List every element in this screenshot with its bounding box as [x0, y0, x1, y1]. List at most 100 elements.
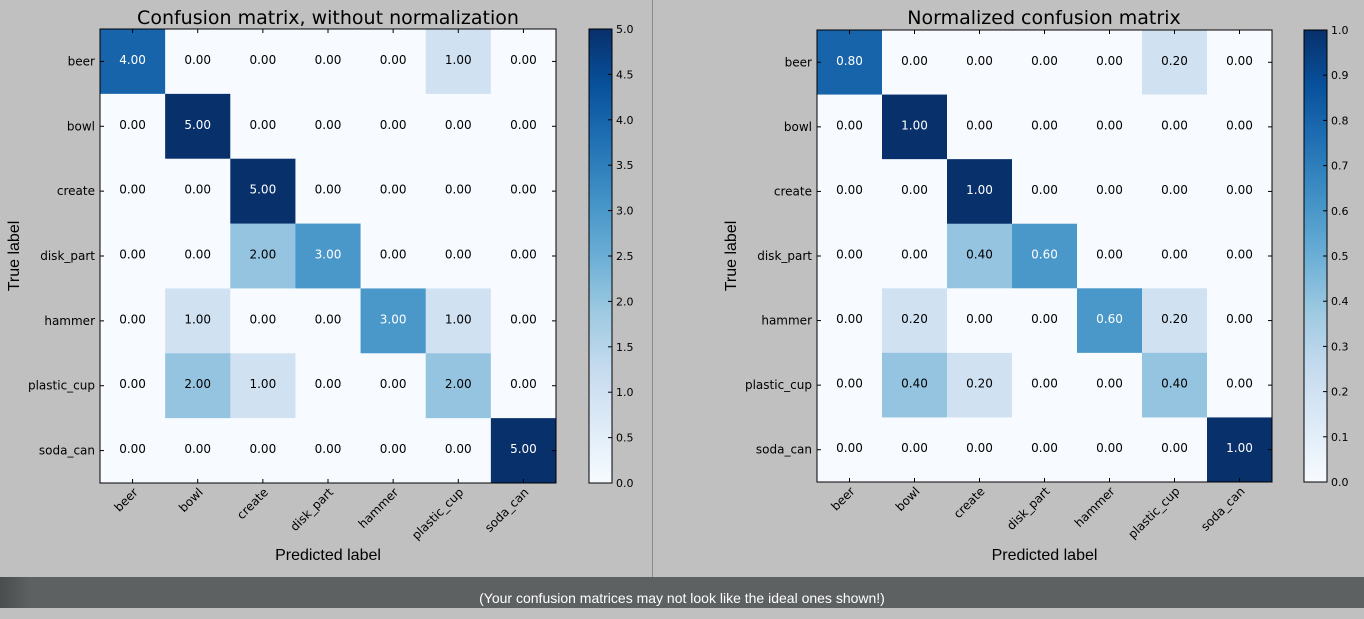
- y-tick-label: bowl: [67, 119, 95, 133]
- cell-value-label: 0.00: [119, 183, 146, 197]
- heatmap-cell: [1142, 30, 1208, 95]
- x-tick-label: create: [951, 484, 988, 521]
- heatmap-cell: [1077, 417, 1143, 483]
- heatmap-cell: [490, 93, 557, 160]
- heatmap-cell: [882, 159, 948, 225]
- heatmap-cell: [1077, 223, 1143, 289]
- heatmap-cell: [1077, 288, 1143, 354]
- x-tick-label: plastic_cup: [1125, 484, 1182, 541]
- heatmap-cell: [882, 223, 948, 289]
- x-tick-label: soda_can: [482, 485, 532, 535]
- heatmap-cell: [1207, 159, 1273, 225]
- heatmap-cell: [165, 29, 231, 95]
- heatmap-cell: [1012, 352, 1078, 418]
- x-tick-label: hammer: [1072, 484, 1118, 530]
- heatmap-cell: [425, 93, 492, 160]
- cell-value-label: 0.00: [1031, 441, 1058, 455]
- cell-value-label: 0.80: [836, 54, 863, 68]
- y-tick-label: hammer: [761, 314, 812, 328]
- colorbar-tick-label: 0.4: [1331, 295, 1349, 308]
- cell-value-label: 0.00: [380, 183, 407, 197]
- heatmap-cell: [1012, 417, 1078, 483]
- cell-value-label: 0.00: [901, 441, 928, 455]
- cell-value-label: 0.00: [249, 312, 276, 326]
- cell-value-label: 0.20: [1161, 312, 1188, 326]
- cell-value-label: 0.00: [119, 118, 146, 132]
- cell-value-label: 0.00: [510, 312, 537, 326]
- cell-value-label: 0.00: [315, 312, 342, 326]
- heatmap-cell: [165, 288, 231, 354]
- x-tick-label: create: [234, 485, 271, 522]
- cell-value-label: 0.00: [119, 442, 146, 456]
- x-tick-label: disk_part: [1004, 484, 1053, 533]
- cell-value-label: 0.00: [836, 118, 863, 132]
- cell-value-label: 0.40: [901, 377, 928, 391]
- cell-value-label: 1.00: [445, 53, 472, 67]
- heatmap-cell: [817, 94, 883, 160]
- cell-value-label: 5.00: [249, 183, 276, 197]
- heatmap-cell: [882, 30, 948, 95]
- heatmap-cell: [295, 223, 361, 289]
- heatmap-cell: [100, 353, 166, 419]
- colorbar-tick-label: 2.5: [616, 250, 634, 263]
- x-tick-label: plastic_cup: [409, 485, 466, 542]
- heatmap-cell: [947, 288, 1013, 354]
- panel-divider: [652, 0, 653, 577]
- cell-value-label: 0.00: [1096, 377, 1123, 391]
- cell-value-label: 1.00: [184, 312, 211, 326]
- heatmap-cell: [230, 418, 296, 484]
- cell-value-label: 2.00: [249, 248, 276, 262]
- cell-value-label: 0.00: [510, 118, 537, 132]
- cell-value-label: 0.40: [1161, 377, 1188, 391]
- heatmap-cell: [817, 288, 883, 354]
- y-tick-label: beer: [785, 55, 812, 69]
- confusion-matrix-raw-panel: 4.00 0.00 0.00 0.00 0.00 1.00 0.000.00 5.00 0.00…: [6, 7, 634, 564]
- cell-value-label: 2.00: [184, 377, 211, 391]
- heatmap-cell: [360, 288, 427, 354]
- y-tick-label: disk_part: [40, 249, 95, 263]
- heatmap-cell: [360, 418, 427, 484]
- heatmap-cell: [1012, 288, 1078, 354]
- cell-value-label: 0.00: [1031, 118, 1058, 132]
- heatmap-cell: [1012, 223, 1078, 289]
- colorbar-tick-label: 0.0: [1331, 476, 1349, 489]
- cell-value-label: 0.20: [1161, 54, 1188, 68]
- heatmap-cell: [100, 158, 166, 224]
- x-tick-label: beer: [828, 484, 857, 513]
- heatmap-cell: [947, 94, 1013, 160]
- heatmap-cell: [425, 353, 492, 419]
- heatmap-cell: [1142, 94, 1208, 160]
- heatmap-cell: [490, 288, 557, 354]
- cell-value-label: 0.00: [119, 377, 146, 391]
- x-axis-label: Predicted label: [275, 547, 381, 564]
- heatmap-cell: [1142, 352, 1208, 418]
- cell-value-label: 0.00: [836, 248, 863, 262]
- cell-value-label: 0.00: [1096, 54, 1123, 68]
- cell-value-label: 0.00: [1096, 118, 1123, 132]
- heatmap-cell: [100, 29, 166, 95]
- colorbar-tick-label: 0.1: [1331, 431, 1349, 444]
- cell-value-label: 0.00: [1096, 183, 1123, 197]
- y-tick-label: plastic_cup: [745, 378, 812, 392]
- colorbar-tick-label: 3.5: [616, 159, 634, 172]
- heatmap-cell: [882, 288, 948, 354]
- colorbar-tick-label: 0.0: [616, 477, 634, 490]
- cell-value-label: 3.00: [380, 312, 407, 326]
- cell-value-label: 0.00: [1161, 118, 1188, 132]
- cell-value-label: 0.00: [1096, 441, 1123, 455]
- heatmap-cell: [1207, 94, 1273, 160]
- colorbar-tick-label: 0.8: [1331, 114, 1349, 127]
- cell-value-label: 0.00: [1226, 118, 1253, 132]
- cell-value-label: 0.00: [1226, 312, 1253, 326]
- heatmap-cell: [1207, 352, 1273, 418]
- heatmap-cell: [230, 288, 296, 354]
- heatmap-cell: [817, 223, 883, 289]
- cell-value-label: 0.00: [1031, 312, 1058, 326]
- cell-value-label: 0.00: [380, 442, 407, 456]
- cell-value-label: 0.00: [380, 53, 407, 67]
- heatmap-cell: [1077, 159, 1143, 225]
- cell-value-label: 0.00: [1161, 183, 1188, 197]
- heatmap-cell: [100, 418, 166, 484]
- x-tick-label: disk_part: [287, 485, 336, 534]
- cell-value-label: 0.00: [1096, 248, 1123, 262]
